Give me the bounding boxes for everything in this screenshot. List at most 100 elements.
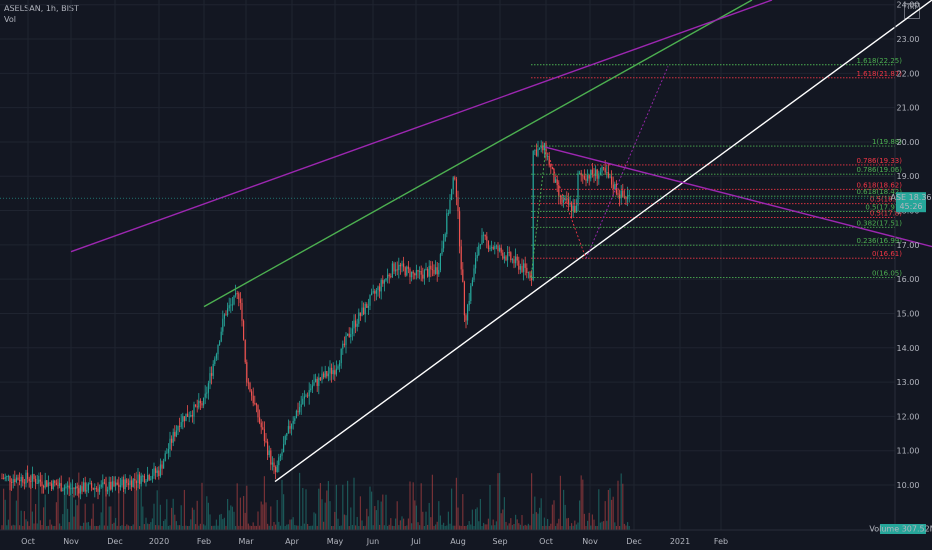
volume-bar <box>551 504 553 530</box>
candle-body <box>391 263 393 278</box>
volume-bar <box>361 520 363 530</box>
chart-grid <box>0 0 895 530</box>
candle-body <box>495 245 497 247</box>
volume-bar <box>255 525 257 530</box>
candle-body <box>219 341 221 346</box>
volume-bar <box>481 525 483 530</box>
candle-body <box>519 266 521 270</box>
volume-bar <box>438 501 440 530</box>
volume-bar <box>391 525 393 530</box>
candle-body <box>147 474 149 482</box>
volume-bar <box>76 505 78 530</box>
trendline[interactable] <box>274 0 932 483</box>
volume-bar <box>185 525 187 530</box>
candle-body <box>510 252 512 261</box>
projection-line[interactable] <box>530 147 547 278</box>
candle-body <box>123 479 125 490</box>
volume-bar <box>27 521 29 530</box>
candle-body <box>145 481 147 483</box>
candle-body <box>294 418 296 421</box>
trendline[interactable] <box>70 0 773 253</box>
time-tick-label: Jul <box>410 537 421 546</box>
price-tick-label: 14.00 <box>897 344 920 353</box>
volume-bar <box>191 507 193 530</box>
volume-bar <box>129 525 131 530</box>
candle-body <box>19 479 21 482</box>
candle-body <box>199 400 201 404</box>
indicator-label[interactable]: Vol <box>4 15 16 24</box>
candle-body <box>139 474 141 484</box>
volume-bar <box>276 499 278 530</box>
candle-body <box>143 475 145 483</box>
volume-bar <box>403 518 405 530</box>
price-tick-label: 13.00 <box>897 378 920 387</box>
candle-body <box>51 483 53 490</box>
candle-body <box>591 169 593 175</box>
candle-body <box>100 484 102 487</box>
candle-body <box>236 293 238 294</box>
volume-bar <box>159 504 161 530</box>
volume-bar <box>614 522 616 530</box>
volume-bar <box>1 525 3 530</box>
candle-body <box>471 279 473 286</box>
volume-bar <box>67 508 69 530</box>
volume-bar <box>19 525 21 530</box>
volume-bar <box>622 483 624 530</box>
candle-body <box>188 416 190 418</box>
candle-body <box>102 482 104 485</box>
volume-bar <box>251 526 253 530</box>
volume-bar <box>249 525 251 530</box>
candle-body <box>358 312 360 324</box>
candle-body <box>33 474 35 479</box>
candle-body <box>393 263 395 272</box>
volume-bar <box>545 525 547 530</box>
symbol-line[interactable]: ASELSAN, 1h, BIST <box>4 4 79 13</box>
candle-body <box>35 478 37 484</box>
volume-bar <box>284 525 286 530</box>
trendline[interactable] <box>544 146 932 248</box>
volume-bar <box>515 514 517 530</box>
candle-body <box>195 404 197 407</box>
volume-bar <box>33 523 35 530</box>
volume-bar <box>390 518 392 530</box>
candle-body <box>396 269 398 271</box>
time-tick-label: Sep <box>492 537 507 546</box>
projection-line[interactable] <box>545 148 587 259</box>
candle-body <box>31 474 33 482</box>
volume-bar <box>4 499 6 530</box>
candle-body <box>619 194 621 199</box>
volume-bar <box>486 524 488 530</box>
current-price-badge[interactable] <box>896 192 926 213</box>
currency-badge[interactable]: TRY <box>904 3 920 19</box>
candle-body <box>548 156 550 166</box>
projection-line[interactable] <box>585 66 669 259</box>
volume-bar <box>300 525 302 530</box>
trendline[interactable] <box>203 0 753 308</box>
volume-bar <box>497 473 499 530</box>
candle-body <box>369 295 371 306</box>
candle-body <box>273 462 275 467</box>
volume-bar <box>382 494 384 530</box>
fib-level-label: 0.786(19.33) <box>856 157 902 165</box>
candle-body <box>374 291 376 294</box>
candle-body <box>559 196 561 197</box>
volume-bar <box>351 525 353 530</box>
candle-body <box>606 172 608 173</box>
volume-bar <box>436 521 438 530</box>
candle-body <box>571 202 573 211</box>
candle-body <box>478 245 480 256</box>
price-axis[interactable]: 10.00 11.00 12.00 13.00 14.00 15.00 16.00 17.00… <box>894 0 920 530</box>
candle-body <box>121 479 123 486</box>
time-axis[interactable]: Oct Nov Dec 2020 Feb Mar Apr May Jun Jul Aug Sep Oct… <box>0 529 932 546</box>
candle-body <box>209 373 211 384</box>
candle-body <box>134 478 136 481</box>
candle-body <box>278 457 280 466</box>
volume-bar <box>587 520 589 530</box>
volume-bar <box>286 524 288 530</box>
volume-bar <box>342 484 344 530</box>
volume-bar <box>606 520 608 530</box>
volume-bar <box>609 488 611 530</box>
candle-body <box>107 489 109 492</box>
volume-bar <box>417 522 419 530</box>
